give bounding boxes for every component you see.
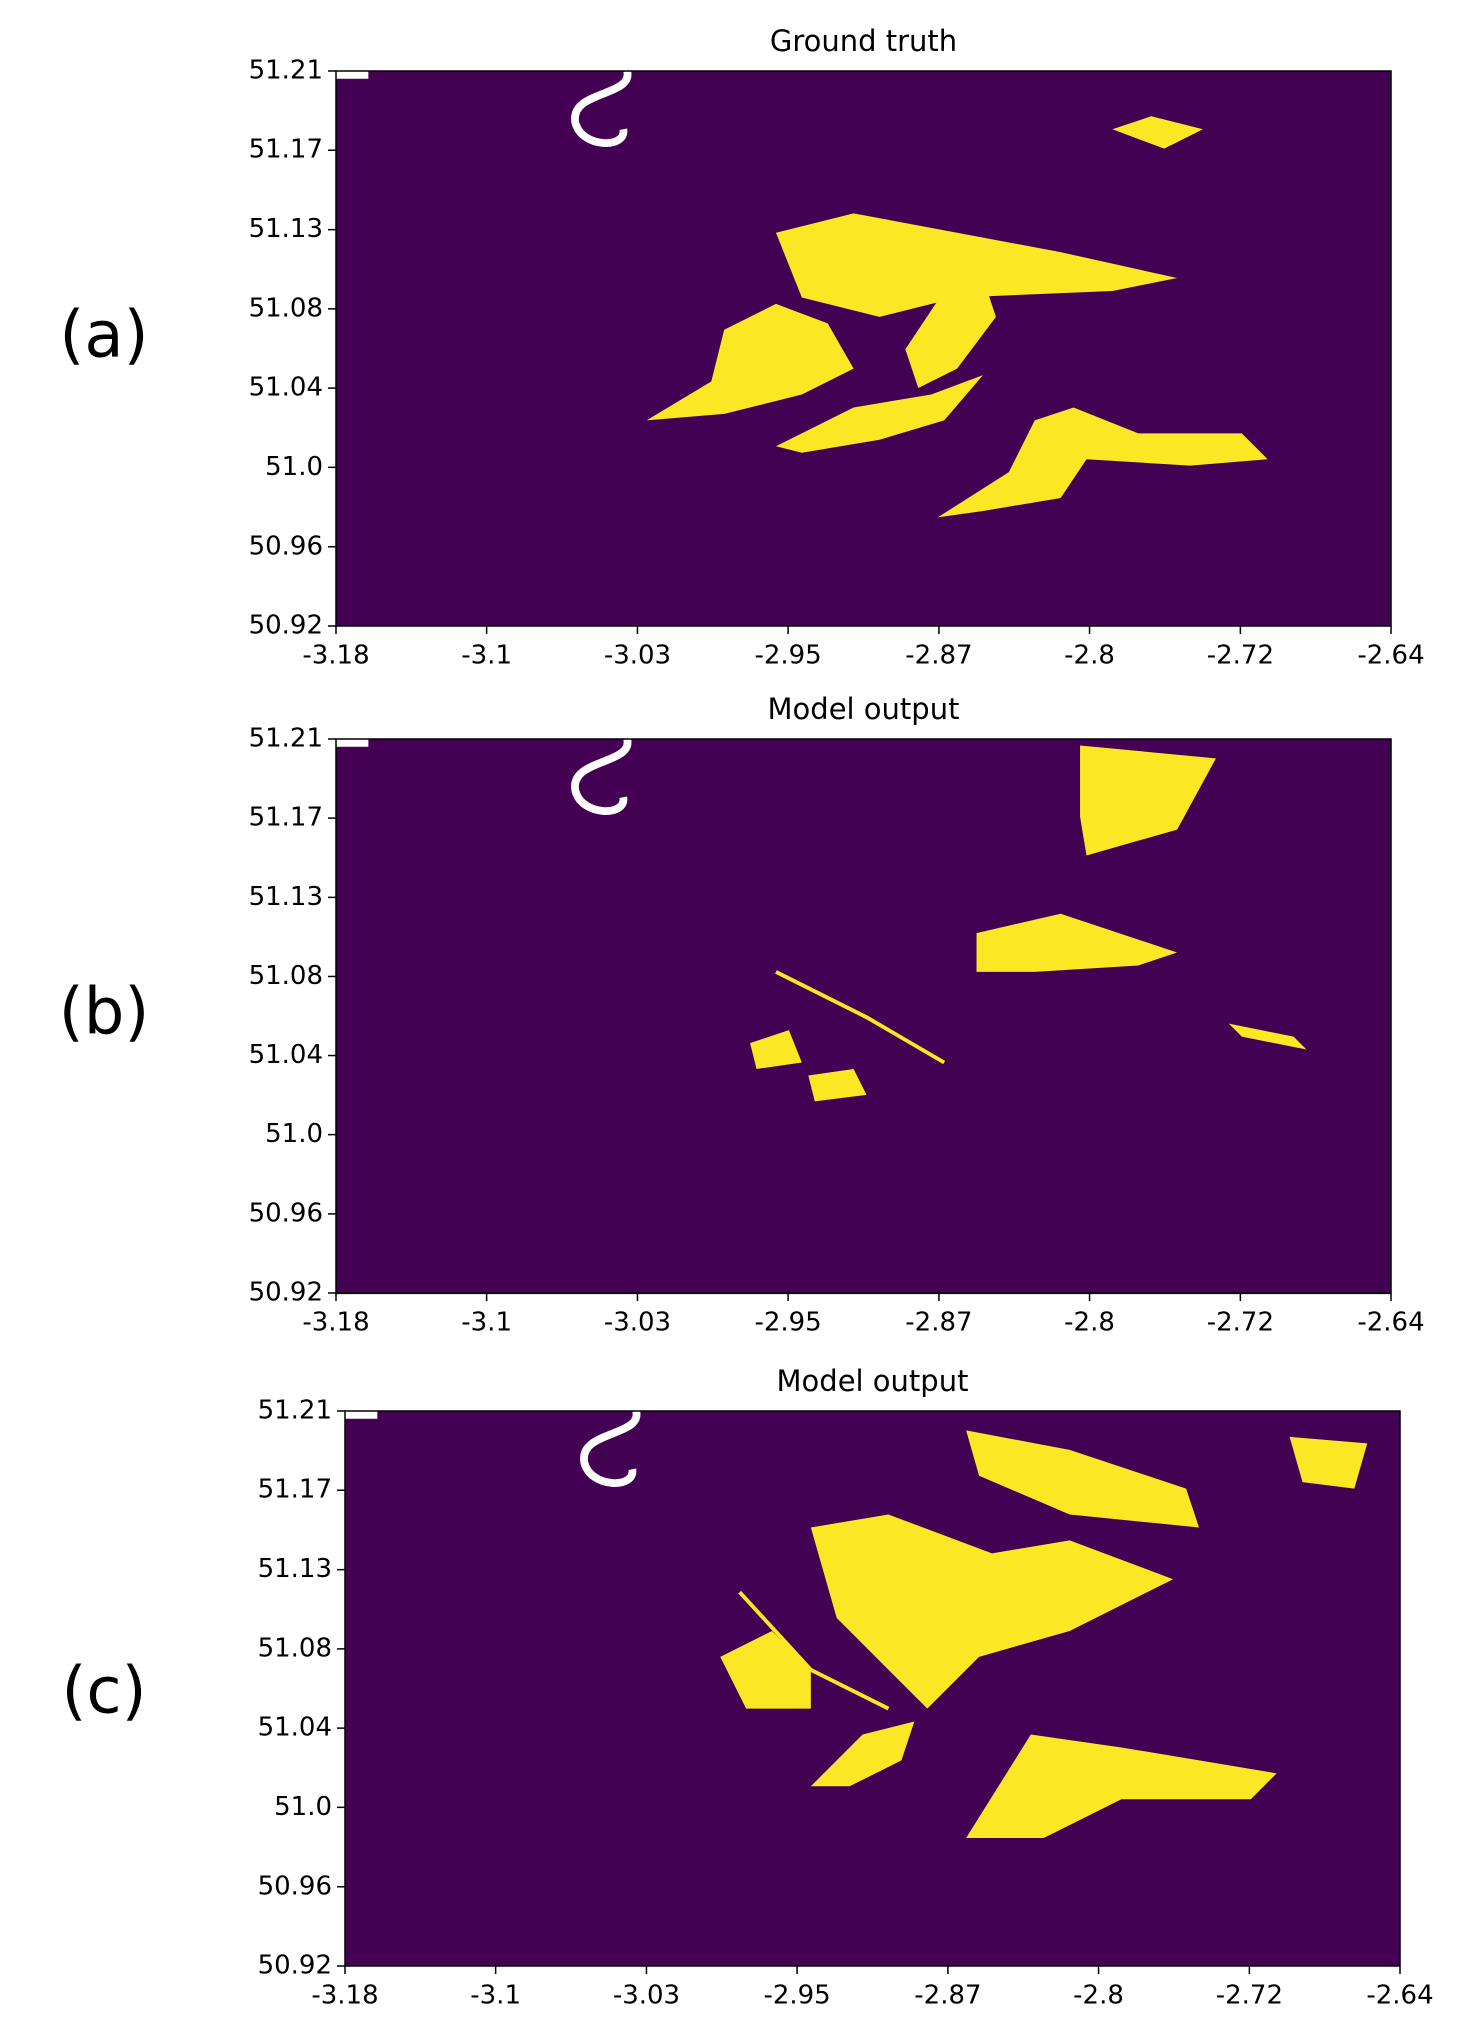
y-tick-label: 51.13 xyxy=(258,1554,332,1584)
flood-area xyxy=(1289,1436,1368,1489)
x-tick-label: -3.03 xyxy=(613,1981,680,2011)
no-data xyxy=(345,1411,378,1419)
flood-area xyxy=(720,1630,811,1709)
chart-title: Model output xyxy=(777,1364,969,1398)
flood-area xyxy=(810,1721,915,1787)
x-tick-label: -3.18 xyxy=(311,1981,378,2011)
y-tick-label: 50.92 xyxy=(258,1951,332,1981)
x-tick-label: -2.95 xyxy=(754,641,821,671)
flood-channel xyxy=(738,1590,890,1711)
flood-area xyxy=(1228,1023,1307,1050)
x-tick-label: -2.87 xyxy=(905,1308,972,1338)
x-tick-label: -2.8 xyxy=(1064,641,1115,671)
flood-area xyxy=(646,303,854,421)
x-tick-label: -2.95 xyxy=(763,1981,830,2011)
river xyxy=(580,1410,641,1487)
panel-b-map xyxy=(336,738,1391,1295)
panel-label: (b) xyxy=(59,976,150,1050)
panel-label: (c) xyxy=(61,1655,146,1729)
y-tick-label: 51.08 xyxy=(249,293,323,323)
y-tick-label: 51.0 xyxy=(265,1119,323,1149)
axes-frame xyxy=(335,738,1392,1294)
y-tick-label: 51.04 xyxy=(249,373,323,403)
panel-label: (a) xyxy=(59,299,148,373)
flood-area xyxy=(808,1068,867,1102)
y-tick-label: 51.0 xyxy=(274,1792,332,1822)
flood-area xyxy=(905,278,996,389)
x-tick-label: -2.64 xyxy=(1357,641,1424,671)
y-tick-label: 51.13 xyxy=(249,882,323,912)
river xyxy=(571,70,632,147)
flood-area xyxy=(1112,116,1203,149)
no-data xyxy=(336,71,369,79)
panel-a-map xyxy=(336,70,1391,627)
x-tick-label: -3.03 xyxy=(604,641,671,671)
x-tick-label: -2.72 xyxy=(1207,1308,1274,1338)
flood-area xyxy=(976,913,1178,972)
x-tick-label: -2.64 xyxy=(1366,1981,1433,2011)
y-tick-label: 51.21 xyxy=(249,724,323,754)
y-tick-label: 51.21 xyxy=(258,1396,332,1426)
river xyxy=(571,738,632,815)
y-tick-label: 51.0 xyxy=(265,452,323,482)
flood-area xyxy=(937,407,1268,518)
y-tick-label: 51.17 xyxy=(249,803,323,833)
x-tick-label: -3.1 xyxy=(461,1308,512,1338)
y-tick-label: 51.04 xyxy=(258,1713,332,1743)
flood-area xyxy=(810,1514,1174,1709)
x-tick-label: -2.87 xyxy=(905,641,972,671)
y-tick-label: 51.17 xyxy=(249,135,323,165)
y-tick-label: 50.96 xyxy=(258,1871,332,1901)
axes-frame xyxy=(344,1410,1401,1967)
chart-title: Ground truth xyxy=(770,24,957,58)
chart-title: Model output xyxy=(768,692,960,726)
flood-area xyxy=(1080,745,1216,856)
y-tick-label: 51.21 xyxy=(249,56,323,86)
axes-frame xyxy=(335,70,1392,627)
flood-channel xyxy=(775,970,946,1065)
flood-area xyxy=(750,1030,802,1069)
flood-area xyxy=(966,1734,1277,1839)
x-tick-label: -2.87 xyxy=(914,1981,981,2011)
y-tick-label: 50.96 xyxy=(249,1198,323,1228)
no-data xyxy=(336,739,369,747)
y-tick-label: 50.96 xyxy=(249,531,323,561)
y-tick-label: 51.17 xyxy=(258,1475,332,1505)
x-tick-label: -3.18 xyxy=(302,641,369,671)
x-tick-label: -3.1 xyxy=(461,641,512,671)
y-tick-label: 51.13 xyxy=(249,214,323,244)
flood-area xyxy=(775,213,1178,317)
map-background xyxy=(345,1411,1400,1967)
x-tick-label: -2.72 xyxy=(1216,1981,1283,2011)
flood-area xyxy=(966,1430,1200,1528)
x-tick-label: -3.18 xyxy=(302,1308,369,1338)
panel-c-map xyxy=(345,1410,1400,1967)
x-tick-label: -2.72 xyxy=(1207,641,1274,671)
x-tick-label: -2.8 xyxy=(1064,1308,1115,1338)
x-tick-label: -2.8 xyxy=(1073,1981,1124,2011)
x-tick-label: -2.64 xyxy=(1357,1308,1424,1338)
y-tick-label: 51.08 xyxy=(249,961,323,991)
x-tick-label: -3.03 xyxy=(604,1308,671,1338)
y-tick-label: 51.04 xyxy=(249,1040,323,1070)
x-tick-label: -2.95 xyxy=(754,1308,821,1338)
y-tick-label: 51.08 xyxy=(258,1633,332,1663)
x-tick-label: -3.1 xyxy=(470,1981,521,2011)
y-tick-label: 50.92 xyxy=(249,611,323,641)
map-background xyxy=(336,71,1391,627)
y-tick-label: 50.92 xyxy=(249,1278,323,1308)
